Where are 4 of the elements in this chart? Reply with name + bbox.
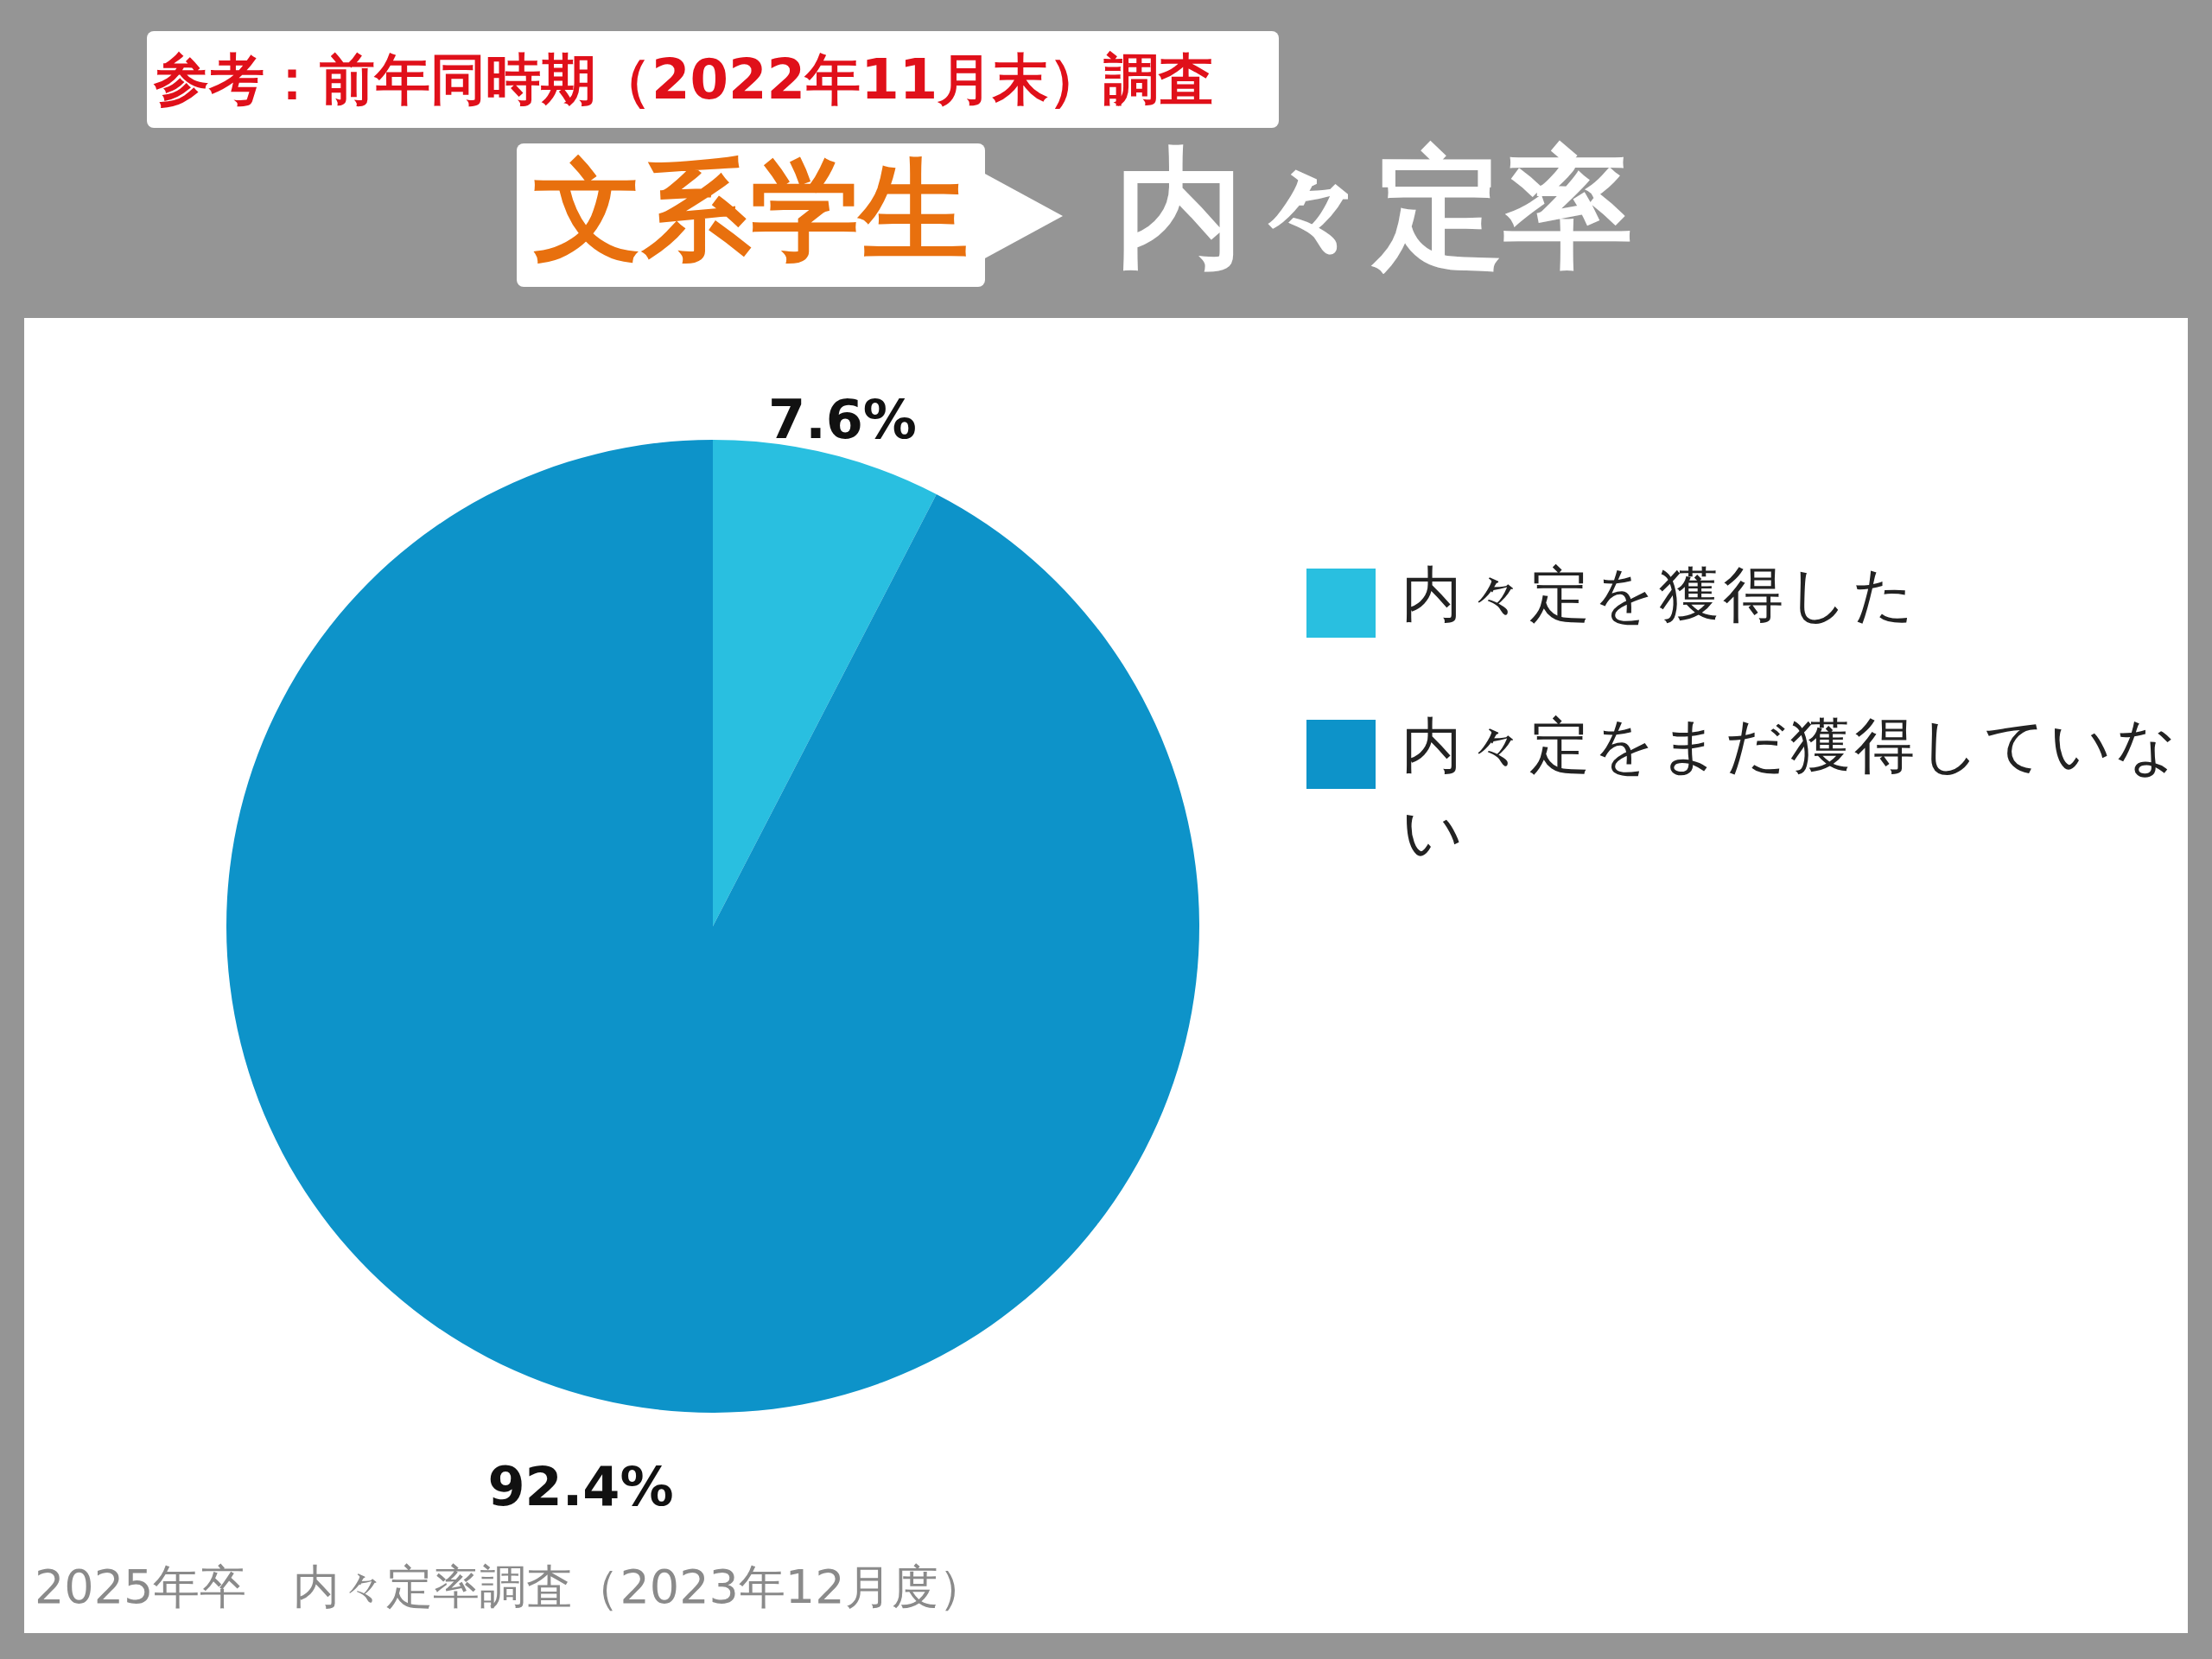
- title: 文系学生: [533, 146, 969, 274]
- note: 参考：前年同時期（2022年11月末）調査: [154, 47, 1215, 111]
- source: 2025年卒 内々定率調査（2023年12月度）: [35, 1559, 985, 1614]
- subtitle: 内々定率: [1115, 133, 1633, 283]
